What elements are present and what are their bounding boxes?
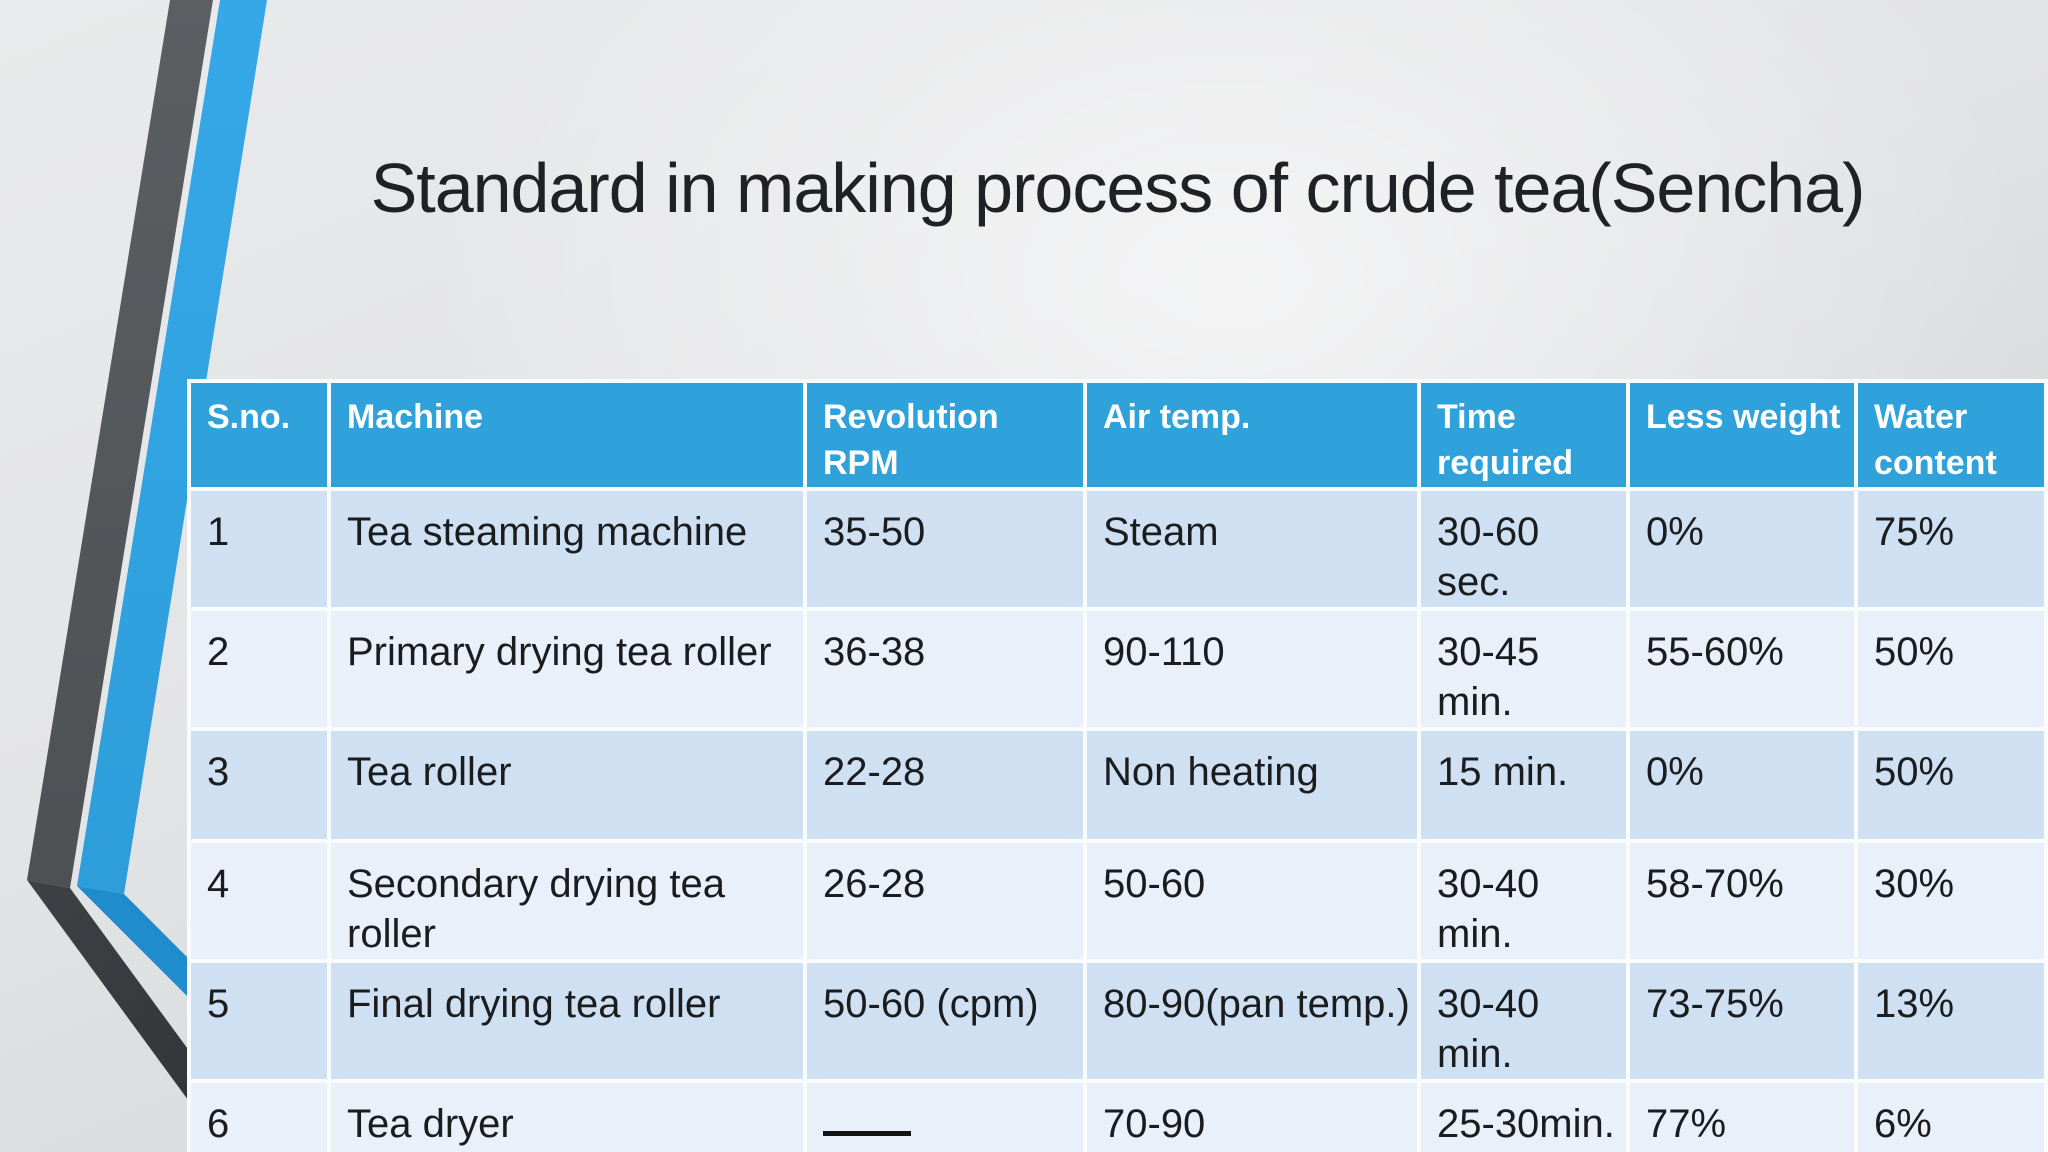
table-cell: 30-45 min. — [1421, 611, 1626, 727]
table-row-4: 4 Secondary drying tea roller 26-28 50-60 30… — [191, 843, 2044, 959]
stripe-blue-upper — [77, 0, 267, 894]
table-cell: 6% — [1858, 1083, 2044, 1152]
table-row-2: 2 Primary drying tea roller 36-38 90-110 30-… — [191, 611, 2044, 727]
table-cell: Secondary drying tea roller — [331, 843, 803, 959]
table-cell: Steam — [1087, 491, 1417, 607]
column-header-less-weight: Less weight — [1630, 383, 1854, 487]
table-cell: 50-60 — [1087, 843, 1417, 959]
table-cell — [807, 1083, 1083, 1152]
table-cell: 26-28 — [807, 843, 1083, 959]
table-cell: 6 — [191, 1083, 327, 1152]
table-header: S.no. Machine Revolution RPM Air temp. Time … — [191, 383, 2044, 487]
table-cell: 5 — [191, 963, 327, 1079]
table-row-1: 1 Tea steaming machine 35-50 Steam 30-60 sec… — [191, 491, 2044, 607]
table-cell: Tea steaming machine — [331, 491, 803, 607]
table-cell: 70-90 — [1087, 1083, 1417, 1152]
table-cell: 2 — [191, 611, 327, 727]
table-cell: 80-90(pan temp.) — [1087, 963, 1417, 1079]
table-cell: 13% — [1858, 963, 2044, 1079]
table-cell: 50% — [1858, 611, 2044, 727]
table-cell: 58-70% — [1630, 843, 1854, 959]
column-header-water-content: Water content — [1858, 383, 2044, 487]
table-cell: 55-60% — [1630, 611, 1854, 727]
table-cell: 30-40 min. — [1421, 963, 1626, 1079]
column-header-revolution-rpm: Revolution RPM — [807, 383, 1083, 487]
table-cell: 50-60 (cpm) — [807, 963, 1083, 1079]
table-cell: 35-50 — [807, 491, 1083, 607]
table-cell: 30% — [1858, 843, 2044, 959]
column-header-air-temp: Air temp. — [1087, 383, 1417, 487]
table-cell: 4 — [191, 843, 327, 959]
table-cell: Primary drying tea roller — [331, 611, 803, 727]
table-cell: 30-40 min. — [1421, 843, 1626, 959]
table-header-row: S.no. Machine Revolution RPM Air temp. Time … — [191, 383, 2044, 487]
table-cell: 15 min. — [1421, 731, 1626, 839]
stripe-dark-upper — [27, 0, 213, 888]
table-row-3: 3 Tea roller 22-28 Non heating 15 min. 0% 50% — [191, 731, 2044, 839]
table-cell: 73-75% — [1630, 963, 1854, 1079]
column-header-s-no: S.no. — [191, 383, 327, 487]
table-cell: 0% — [1630, 491, 1854, 607]
process-table: S.no. Machine Revolution RPM Air temp. Time … — [187, 379, 2048, 1152]
table-cell: Non heating — [1087, 731, 1417, 839]
column-header-machine: Machine — [331, 383, 803, 487]
slide-title: Standard in making process of crude tea(… — [370, 149, 1866, 227]
table-cell: 77% — [1630, 1083, 1854, 1152]
table-cell: 3 — [191, 731, 327, 839]
table-cell: 90-110 — [1087, 611, 1417, 727]
table-cell: 75% — [1858, 491, 2044, 607]
table-cell: 25-30min. — [1421, 1083, 1626, 1152]
table-cell: 36-38 — [807, 611, 1083, 727]
table-cell: 50% — [1858, 731, 2044, 839]
blank-value-line — [823, 1131, 911, 1136]
table-cell: Tea dryer — [331, 1083, 803, 1152]
column-header-time-required: Time required — [1421, 383, 1626, 487]
table-cell: 0% — [1630, 731, 1854, 839]
table-cell: 22-28 — [807, 731, 1083, 839]
table-cell: Tea roller — [331, 731, 803, 839]
table-row-6: 6 Tea dryer 70-90 25-30min. 77% 6% — [191, 1083, 2044, 1152]
table-cell: Final drying tea roller — [331, 963, 803, 1079]
table-cell: 1 — [191, 491, 327, 607]
table-cell: 30-60 sec. — [1421, 491, 1626, 607]
table-row-5: 5 Final drying tea roller 50-60 (cpm) 80-90… — [191, 963, 2044, 1079]
